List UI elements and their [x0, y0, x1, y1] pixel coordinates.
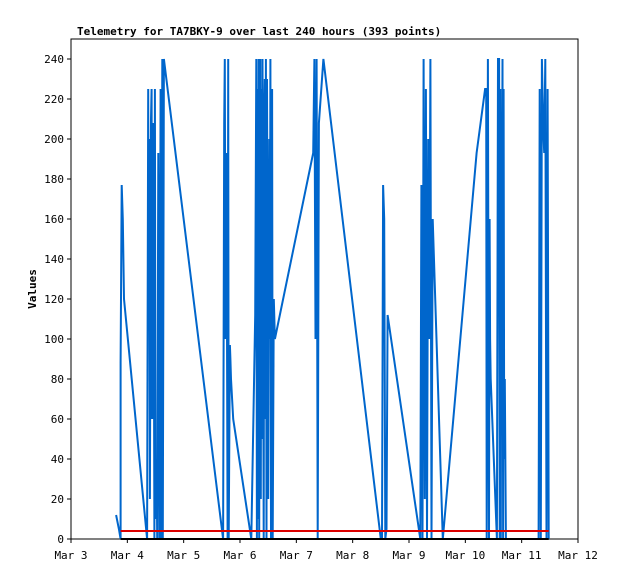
y-tick-label: 40: [51, 453, 64, 466]
y-tick-label: 220: [44, 93, 64, 106]
x-tick-label: Mar 7: [280, 549, 313, 562]
y-tick-label: 160: [44, 213, 64, 226]
y-tick-label: 120: [44, 293, 64, 306]
x-tick-label: Mar 10: [445, 549, 485, 562]
y-tick-label: 20: [51, 493, 64, 506]
x-tick-label: Mar 11: [502, 549, 542, 562]
x-tick-label: Mar 9: [392, 549, 425, 562]
chart-title: Telemetry for TA7BKY-9 over last 240 hou…: [77, 25, 441, 38]
y-tick-label: 0: [57, 533, 64, 546]
x-tick-label: Mar 12: [558, 549, 598, 562]
x-tick-label: Mar 8: [336, 549, 369, 562]
x-tick-label: Mar 3: [54, 549, 87, 562]
y-tick-label: 200: [44, 133, 64, 146]
y-axis-ticks: 0 20 40 60 80 100 120 140 160 180 200 220 240: [44, 53, 71, 546]
y-tick-label: 60: [51, 413, 64, 426]
y-axis-label: Values: [26, 269, 39, 309]
y-tick-label: 80: [51, 373, 64, 386]
y-tick-label: 180: [44, 173, 64, 186]
y-tick-label: 240: [44, 53, 64, 66]
x-tick-label: Mar 4: [111, 549, 144, 562]
y-tick-label: 100: [44, 333, 64, 346]
x-tick-label: Mar 6: [223, 549, 256, 562]
x-axis-ticks: Mar 3 Mar 4 Mar 5 Mar 6 Mar 7 Mar 8 Mar 9 Mar 1…: [54, 539, 598, 562]
series-layer: [115, 58, 550, 540]
telemetry-series-line: [115, 58, 550, 540]
x-tick-label: Mar 5: [167, 549, 200, 562]
y-tick-label: 140: [44, 253, 64, 266]
